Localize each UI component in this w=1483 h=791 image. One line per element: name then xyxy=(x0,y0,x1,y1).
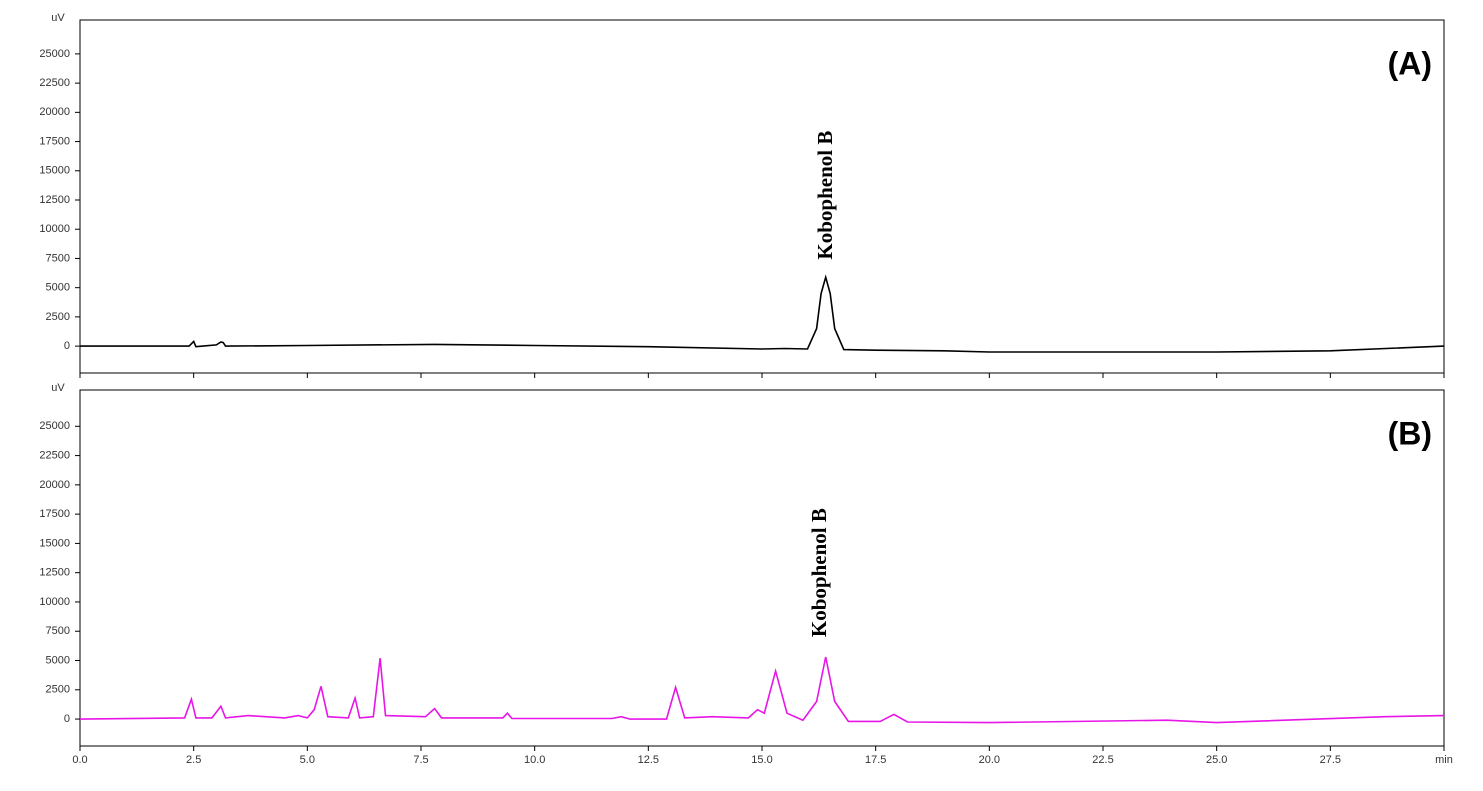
y-axis-label: uV xyxy=(51,382,65,394)
x-tick-label: 22.5 xyxy=(1092,754,1113,766)
peak-annotation: Kobophenol B xyxy=(813,131,837,260)
y-tick-label: 22500 xyxy=(39,77,70,89)
trace xyxy=(79,656,1445,724)
y-tick-label: 20000 xyxy=(39,479,70,491)
y-tick-label: 2500 xyxy=(46,684,70,696)
x-tick-label: 5.0 xyxy=(300,754,315,766)
x-tick-label: 2.5 xyxy=(186,754,201,766)
y-tick-label: 17500 xyxy=(39,508,70,520)
y-tick-label: 10000 xyxy=(39,596,70,608)
y-tick-label: 2500 xyxy=(46,311,70,323)
plot-frame xyxy=(79,389,1445,747)
y-tick-label: 25000 xyxy=(39,420,70,432)
x-tick-label: 15.0 xyxy=(751,754,772,766)
x-tick-label: min xyxy=(1435,754,1453,766)
y-tick-label: 12500 xyxy=(39,567,70,579)
x-tick-label: 25.0 xyxy=(1206,754,1227,766)
y-tick-label: 20000 xyxy=(39,106,70,118)
y-tick-label: 17500 xyxy=(39,135,70,147)
y-tick-label: 0 xyxy=(64,713,70,725)
x-tick-label: 7.5 xyxy=(413,754,428,766)
y-tick-label: 15000 xyxy=(39,537,70,549)
x-tick-label: 27.5 xyxy=(1320,754,1341,766)
y-tick-label: 25000 xyxy=(39,48,70,60)
y-tick-label: 15000 xyxy=(39,165,70,177)
y-axis-label: uV xyxy=(51,12,65,24)
panel-title: (B) xyxy=(1388,415,1432,451)
y-tick-label: 0 xyxy=(64,340,70,352)
x-tick-label: 12.5 xyxy=(638,754,659,766)
y-tick-label: 22500 xyxy=(39,449,70,461)
peak-annotation: Kobophenol B xyxy=(807,508,831,637)
y-tick-label: 12500 xyxy=(39,194,70,206)
trace xyxy=(80,274,1445,353)
plot-frame xyxy=(79,19,1445,374)
y-tick-label: 5000 xyxy=(46,654,70,666)
y-tick-label: 7500 xyxy=(46,625,70,637)
x-tick-label: 10.0 xyxy=(524,754,545,766)
y-tick-label: 10000 xyxy=(39,223,70,235)
x-tick-label: 0.0 xyxy=(72,754,87,766)
x-tick-label: 20.0 xyxy=(979,754,1000,766)
y-tick-label: 5000 xyxy=(46,282,70,294)
x-tick-label: 17.5 xyxy=(865,754,886,766)
panel-title: (A) xyxy=(1388,45,1432,81)
y-tick-label: 7500 xyxy=(46,252,70,264)
